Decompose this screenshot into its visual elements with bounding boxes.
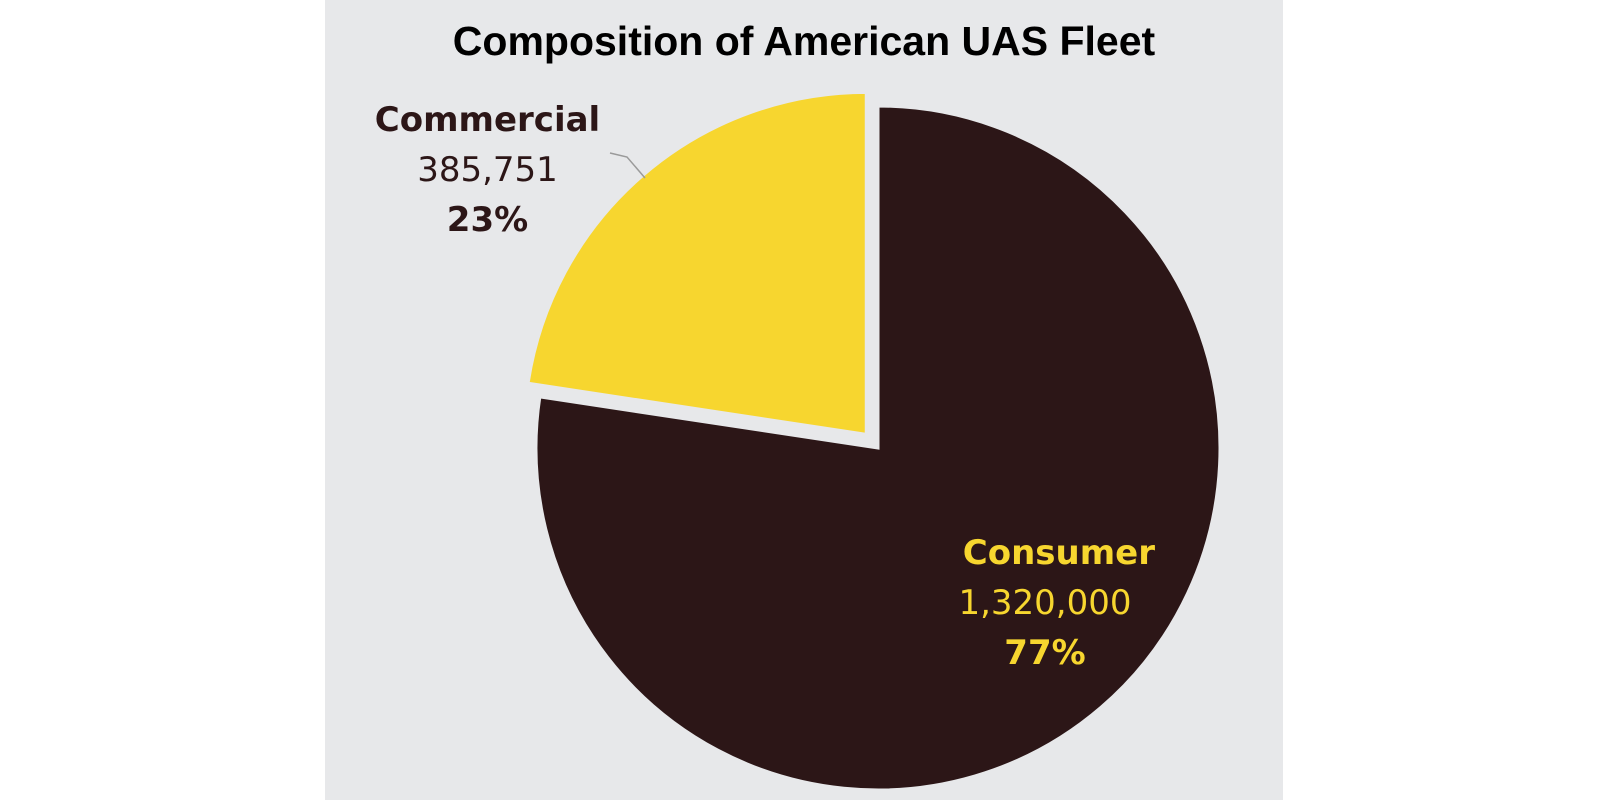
leader-line-commercial	[609, 152, 646, 179]
label-commercial-percent: 23%	[446, 200, 529, 240]
label-consumer-percent: 77%	[1004, 633, 1086, 673]
label-consumer-name: Consumer	[962, 533, 1155, 573]
label-consumer-value: 1,320,000	[958, 583, 1132, 623]
label-commercial-value: 385,751	[417, 150, 558, 190]
label-commercial: Commercial 385,751 23%	[365, 100, 610, 240]
pie-chart	[526, 90, 1222, 792]
chart-title: Composition of American UAS Fleet	[452, 18, 1156, 64]
label-commercial-name: Commercial	[374, 100, 601, 140]
chart-panel: Composition of American UAS Fleet Commer…	[325, 0, 1283, 800]
label-consumer: Consumer 1,320,000 77%	[895, 533, 1155, 673]
pie-slice-consumer	[534, 104, 1222, 792]
